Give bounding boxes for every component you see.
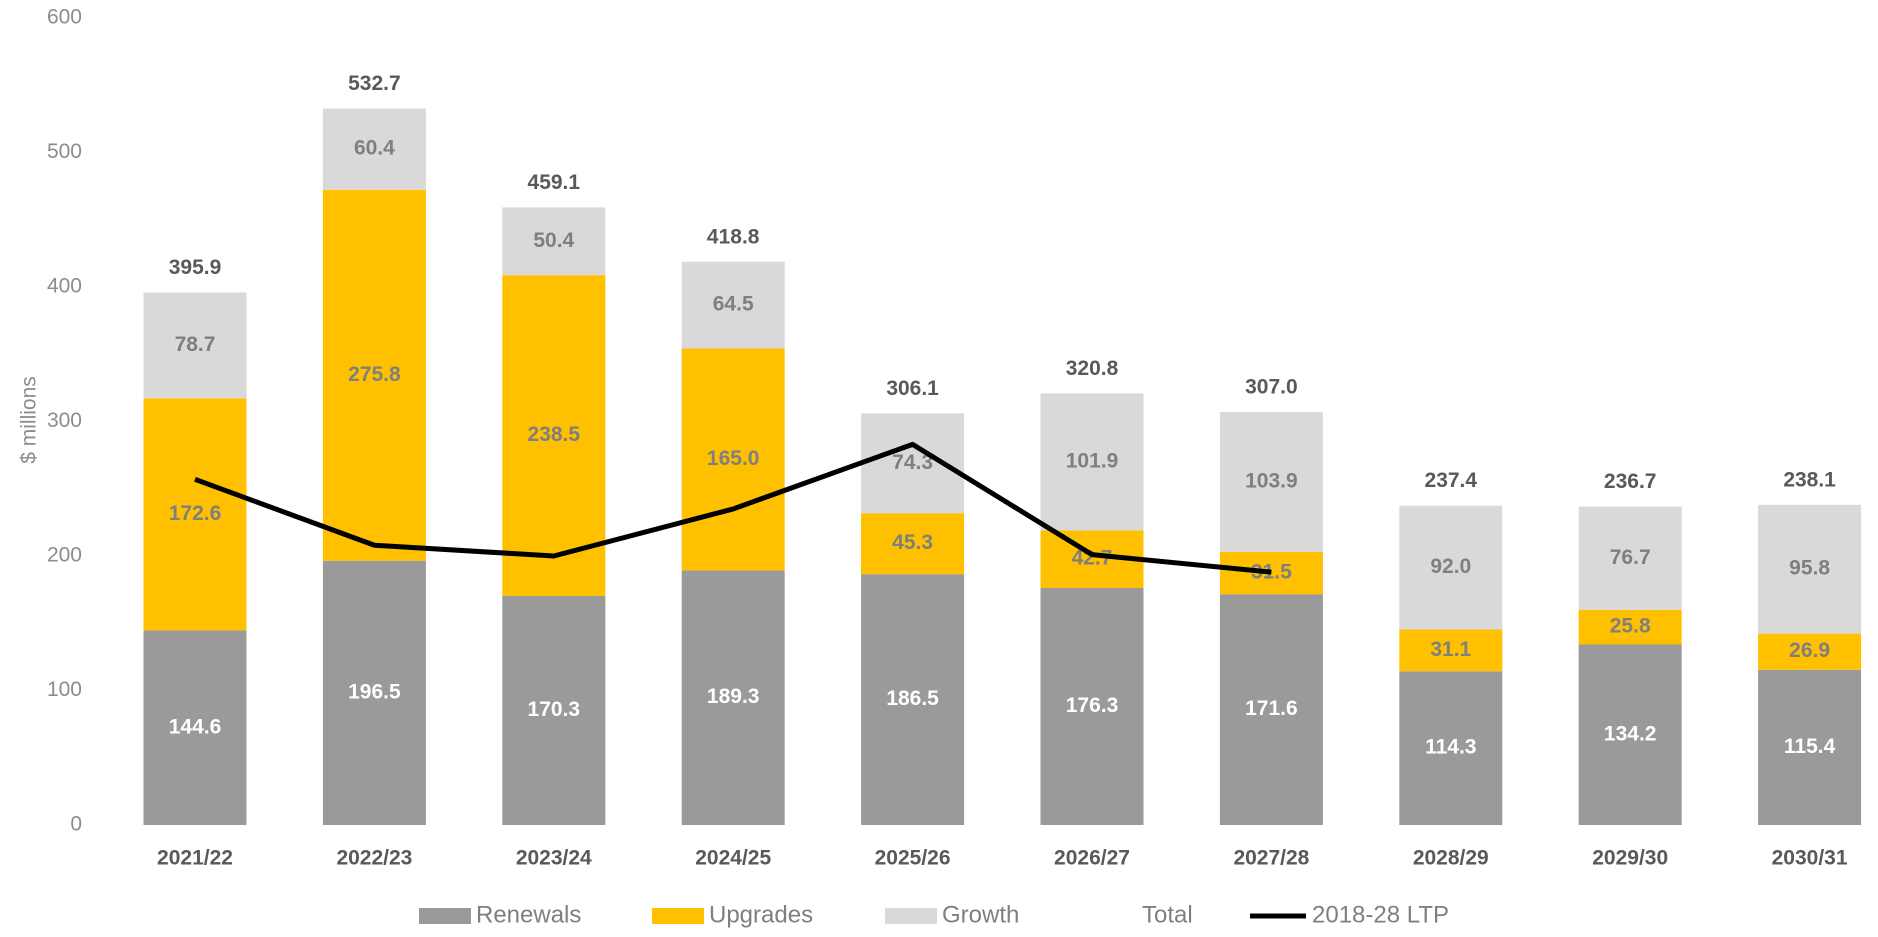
total-label: 459.1 — [528, 171, 581, 194]
data-label: 171.6 — [1245, 697, 1298, 720]
data-label: 101.9 — [1066, 449, 1119, 472]
bar-segment — [1758, 669, 1862, 825]
total-label: 238.1 — [1783, 468, 1836, 491]
bar-segment — [1219, 594, 1323, 825]
total-label: 395.9 — [169, 256, 222, 279]
data-label: 103.9 — [1245, 470, 1298, 493]
x-tick-label: 2021/22 — [157, 847, 233, 870]
data-label: 31.5 — [1251, 561, 1292, 584]
data-label: 134.2 — [1604, 722, 1657, 745]
line-series — [194, 441, 1272, 575]
bar-segment — [1219, 551, 1323, 595]
data-label: 78.7 — [175, 333, 216, 356]
bar-segment — [1578, 506, 1682, 610]
legend-label: 2018-28 LTP — [1312, 901, 1449, 928]
bar-segment — [1758, 633, 1862, 670]
bar-segment — [322, 560, 426, 825]
total-label: 306.1 — [886, 377, 939, 400]
total-label: 237.4 — [1425, 469, 1478, 492]
bar-segment — [1040, 393, 1144, 531]
x-tick-label: 2027/28 — [1233, 847, 1309, 870]
y-tick-label: 200 — [47, 544, 82, 567]
legend-swatch — [652, 908, 704, 924]
bar-segment — [861, 574, 965, 825]
x-tick-label: 2022/23 — [336, 847, 412, 870]
bar-segment — [322, 189, 426, 561]
data-label: 275.8 — [348, 363, 401, 386]
y-tick-label: 0 — [70, 813, 82, 836]
x-tick-label: 2025/26 — [875, 847, 951, 870]
data-label: 165.0 — [707, 447, 760, 470]
bar-segment — [1399, 629, 1503, 672]
total-label: 307.0 — [1245, 376, 1298, 399]
legend-swatch — [885, 908, 937, 924]
y-tick-label: 500 — [47, 140, 82, 163]
y-tick-label: 100 — [47, 678, 82, 701]
x-tick-label: 2030/31 — [1772, 847, 1848, 870]
total-label: 320.8 — [1066, 357, 1119, 380]
data-label: 31.1 — [1430, 638, 1471, 661]
data-label: 114.3 — [1425, 736, 1476, 759]
bar-segment — [681, 570, 785, 825]
y-tick-label: 300 — [47, 409, 82, 432]
data-label: 189.3 — [707, 685, 760, 708]
data-label: 26.9 — [1789, 639, 1830, 662]
bar-segment — [502, 207, 606, 276]
legend-swatch — [419, 908, 471, 924]
data-label: 186.5 — [886, 687, 939, 710]
legend-label: Renewals — [476, 901, 581, 928]
bar-segment — [681, 348, 785, 571]
bar-segment — [1219, 412, 1323, 552]
bar-segment — [143, 398, 247, 631]
x-tick-label: 2024/25 — [695, 847, 771, 870]
legend-label: Upgrades — [709, 901, 813, 928]
total-label: 236.7 — [1604, 470, 1657, 493]
total-label: 532.7 — [348, 72, 401, 95]
data-label: 176.3 — [1066, 694, 1119, 717]
data-label: 238.5 — [528, 423, 581, 446]
data-label: 42.7 — [1072, 547, 1113, 570]
x-tick-label: 2029/30 — [1592, 847, 1668, 870]
x-tick-label: 2023/24 — [516, 847, 592, 870]
data-label: 115.4 — [1784, 735, 1836, 758]
bar-segment — [502, 275, 606, 596]
data-label: 92.0 — [1430, 555, 1471, 578]
bar-segment — [1578, 644, 1682, 825]
y-axis-label: $ millions — [18, 376, 41, 464]
y-tick-label: 400 — [47, 275, 82, 298]
x-tick-label: 2028/29 — [1413, 847, 1489, 870]
legend-label: Growth — [942, 901, 1019, 928]
data-label: 172.6 — [169, 502, 222, 525]
data-label: 74.3 — [892, 451, 933, 474]
y-tick-label: 600 — [47, 6, 82, 29]
bar-segment — [1578, 609, 1682, 645]
bar-segment — [143, 292, 247, 399]
bar-segment — [681, 261, 785, 349]
bar-segment — [143, 630, 247, 825]
data-label: 60.4 — [354, 137, 395, 160]
bar-segment — [1758, 504, 1862, 634]
bar-segment — [1399, 505, 1503, 630]
bar-segment — [502, 595, 606, 825]
data-label: 95.8 — [1789, 557, 1830, 580]
bar-segment — [861, 513, 965, 575]
data-label: 144.6 — [169, 715, 222, 738]
bar-segment — [322, 108, 426, 190]
data-label: 45.3 — [892, 531, 933, 554]
x-tick-label: 2026/27 — [1054, 847, 1130, 870]
data-label: 170.3 — [528, 698, 581, 721]
bar-segment — [1399, 671, 1503, 825]
data-label: 64.5 — [713, 293, 754, 316]
legend-label: Total — [1142, 901, 1193, 928]
data-label: 196.5 — [348, 680, 401, 703]
bar-segment — [1040, 587, 1144, 825]
data-label: 76.7 — [1610, 546, 1651, 569]
total-label: 418.8 — [707, 225, 760, 248]
data-label: 50.4 — [533, 229, 574, 252]
data-label: 25.8 — [1610, 615, 1651, 638]
